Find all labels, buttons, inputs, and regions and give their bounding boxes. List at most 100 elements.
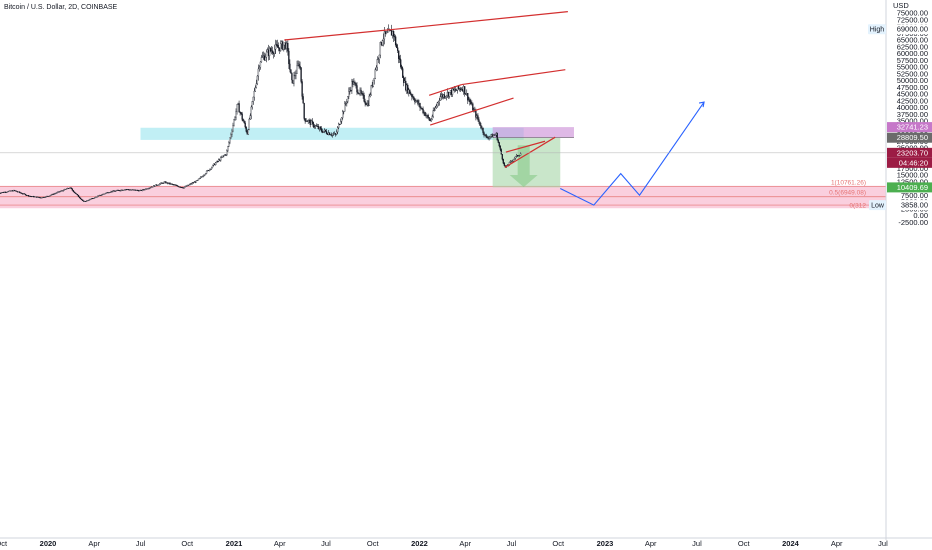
candle[interactable] [509,161,512,163]
candle[interactable] [296,65,298,74]
candle[interactable] [159,183,161,185]
candle[interactable] [160,182,162,184]
trend-line[interactable] [505,140,546,153]
candle[interactable] [297,63,299,66]
candle[interactable] [153,185,155,188]
candle[interactable] [64,189,66,190]
candle[interactable] [96,196,98,198]
candle[interactable] [156,184,158,186]
candle[interactable] [114,190,116,192]
candle[interactable] [222,155,224,158]
candle[interactable] [161,182,163,184]
candle[interactable] [501,154,503,160]
candle[interactable] [120,189,122,191]
candle[interactable] [421,108,423,110]
candle[interactable] [116,189,118,191]
candle[interactable] [221,156,223,158]
candle[interactable] [244,122,246,128]
candle[interactable] [173,184,175,186]
candle[interactable] [270,50,273,52]
candle[interactable] [276,44,278,46]
candle[interactable] [461,89,463,90]
candle[interactable] [486,136,488,138]
candle[interactable] [200,176,203,178]
candle[interactable] [260,57,263,63]
candle[interactable] [291,73,293,81]
candle[interactable] [374,69,376,79]
candle[interactable] [32,196,34,197]
candle[interactable] [438,100,440,103]
candle[interactable] [42,196,44,198]
candle[interactable] [227,146,229,151]
candle[interactable] [143,189,146,191]
candle[interactable] [166,182,168,184]
candle[interactable] [326,133,329,135]
candle[interactable] [187,184,189,186]
candle[interactable] [484,134,486,136]
candle[interactable] [418,103,420,105]
candle[interactable] [488,137,490,139]
candle[interactable] [78,196,81,199]
candle[interactable] [69,187,72,189]
candle[interactable] [171,183,173,185]
candle[interactable] [341,117,343,122]
candle[interactable] [332,133,335,135]
candle[interactable] [202,175,205,177]
candle[interactable] [127,189,129,191]
candle[interactable] [363,94,365,102]
candle[interactable] [455,90,458,92]
candle[interactable] [201,176,204,178]
candle[interactable] [0,192,2,194]
candle[interactable] [252,96,254,102]
candle[interactable] [258,67,261,70]
candle[interactable] [274,48,276,54]
candle[interactable] [346,101,348,104]
trend-line[interactable] [429,97,514,126]
candle[interactable] [138,190,141,192]
candle[interactable] [10,190,13,192]
candle[interactable] [7,191,10,193]
candle[interactable] [300,67,302,82]
candle[interactable] [444,96,447,98]
candle[interactable] [442,94,445,98]
candle[interactable] [207,170,210,172]
candle[interactable] [408,89,410,94]
candle[interactable] [481,127,483,129]
candle[interactable] [382,38,385,41]
candle[interactable] [133,189,136,191]
candle[interactable] [448,92,451,97]
candle[interactable] [478,119,480,123]
candle[interactable] [340,121,342,125]
candle[interactable] [113,190,115,192]
candle[interactable] [184,186,186,188]
candle[interactable] [309,120,311,125]
candle[interactable] [463,86,465,92]
candle[interactable] [193,181,196,183]
candle[interactable] [248,118,250,130]
candle[interactable] [240,112,242,114]
candle[interactable] [439,96,441,101]
candle[interactable] [135,189,138,191]
candle[interactable] [513,158,516,160]
candle[interactable] [406,84,408,91]
stop-loss-zone[interactable] [492,127,574,138]
candle[interactable] [47,195,49,197]
candle[interactable] [348,91,350,97]
candle[interactable] [49,195,51,197]
candle[interactable] [293,75,295,84]
candle[interactable] [366,103,368,106]
candle[interactable] [411,94,413,97]
candle[interactable] [456,85,459,91]
candle[interactable] [14,190,17,192]
candle[interactable] [394,36,397,46]
candle[interactable] [423,112,425,114]
candle[interactable] [353,81,355,85]
candle[interactable] [165,181,167,184]
candle[interactable] [86,200,89,202]
candle[interactable] [407,84,409,94]
candle[interactable] [18,191,21,193]
candle[interactable] [447,92,450,97]
candle[interactable] [218,159,220,162]
candle[interactable] [93,197,95,199]
candle[interactable] [37,196,39,198]
